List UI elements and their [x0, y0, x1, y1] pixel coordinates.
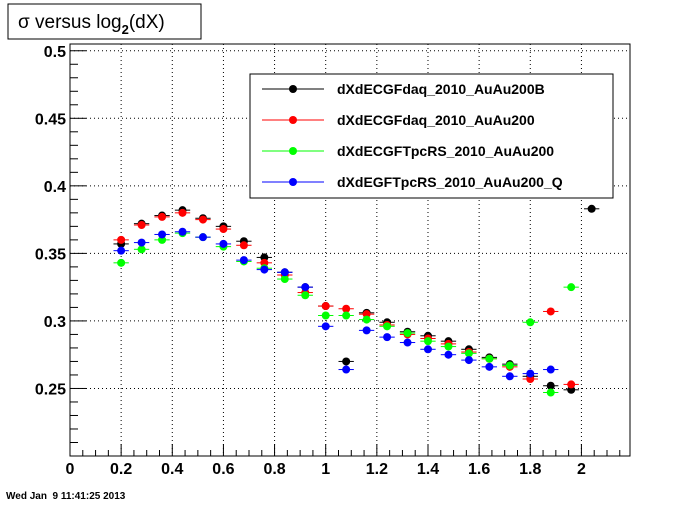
legend-marker	[289, 85, 297, 93]
data-point	[280, 275, 289, 284]
data-point	[117, 258, 126, 267]
data-point	[117, 235, 126, 244]
data-point	[567, 283, 576, 292]
x-tick-label: 1	[321, 461, 330, 478]
series-layer	[113, 204, 600, 397]
data-point	[117, 246, 126, 255]
data-point	[423, 345, 432, 354]
data-point	[362, 326, 371, 335]
legend-entry-3: dXdEGFTpcRS_2010_AuAu200_Q	[262, 174, 563, 190]
data-point	[587, 204, 596, 213]
data-point	[403, 338, 412, 347]
x-tick-label: 0.6	[212, 461, 234, 478]
x-tick-label: 1.4	[417, 461, 439, 478]
x-tick-label: 0.4	[161, 461, 183, 478]
legend-entry-2: dXdECGFTpcRS_2010_AuAu200	[262, 143, 554, 159]
axes: 0 0.2 0.4 0.6 0.8 1 1.2 1.4 1.6 1.8 2 0.25 0.3 0.35 0.…	[35, 44, 621, 478]
x-tick-label: 1.8	[519, 461, 541, 478]
x-tick-label: 2	[577, 461, 586, 478]
data-point	[342, 365, 351, 374]
legend-label: dXdECGFTpcRS_2010_AuAu200	[337, 143, 554, 159]
data-point	[178, 227, 187, 236]
title-box: σ versus log2(dX)	[7, 3, 202, 40]
data-point	[444, 350, 453, 359]
data-point	[342, 304, 351, 313]
data-point	[321, 302, 330, 311]
data-point	[464, 349, 473, 358]
data-point	[342, 311, 351, 320]
data-point	[198, 233, 207, 242]
legend-entry-1: dXdECGFdaq_2010_AuAu200	[262, 112, 535, 128]
y-tick-label: 0.4	[44, 179, 66, 196]
data-point	[567, 380, 576, 389]
legend-marker	[289, 116, 297, 124]
data-point	[485, 362, 494, 371]
data-point	[546, 388, 555, 397]
data-point	[219, 225, 228, 234]
data-point	[464, 356, 473, 365]
legend-label: dXdEGFTpcRS_2010_AuAu200_Q	[337, 174, 563, 190]
x-tick-label: 1.6	[468, 461, 490, 478]
y-tick-label: 0.45	[35, 111, 66, 128]
x-tick-label: 0	[66, 461, 75, 478]
data-point	[362, 315, 371, 324]
data-point	[444, 342, 453, 351]
data-point	[321, 311, 330, 320]
legend-entry-0: dXdECGFdaq_2010_AuAu200B	[262, 81, 545, 97]
x-tick-label: 0.8	[263, 461, 285, 478]
chart-title-main: σ versus log	[18, 12, 122, 33]
legend-box	[249, 73, 614, 199]
legend-label: dXdECGFdaq_2010_AuAu200	[337, 112, 535, 128]
data-point	[178, 208, 187, 217]
data-point	[505, 372, 514, 381]
chart-title: σ versus log2(dX)	[18, 12, 165, 37]
chart-title-subscript: 2	[122, 22, 129, 37]
data-point	[137, 238, 146, 247]
data-point	[301, 291, 310, 300]
data-point	[219, 239, 228, 248]
data-point	[505, 361, 514, 370]
legend-marker	[289, 147, 297, 155]
data-point	[239, 241, 248, 250]
data-point	[321, 322, 330, 331]
y-tick-label: 0.3	[44, 314, 66, 331]
y-tick-label: 0.25	[35, 381, 66, 398]
data-point	[260, 265, 269, 274]
data-point	[546, 307, 555, 316]
data-point	[526, 369, 535, 378]
legend-marker	[289, 178, 297, 186]
legend-label: dXdECGFdaq_2010_AuAu200B	[337, 81, 545, 97]
x-tick-label: 1.2	[366, 461, 388, 478]
data-point	[383, 333, 392, 342]
data-point	[546, 381, 555, 390]
data-point	[403, 329, 412, 338]
data-point	[546, 365, 555, 374]
data-point	[383, 322, 392, 331]
footer-timestamp: Wed Jan 9 11:41:25 2013	[6, 491, 126, 502]
data-point	[137, 221, 146, 230]
data-point	[526, 318, 535, 327]
data-point	[423, 337, 432, 346]
y-tick-label: 0.5	[44, 44, 66, 61]
y-tick-label: 0.35	[35, 246, 66, 263]
data-point	[198, 215, 207, 224]
x-tick-label: 0.2	[110, 461, 132, 478]
data-point	[158, 230, 167, 239]
data-point	[239, 256, 248, 265]
data-point	[485, 354, 494, 363]
chart-title-suffix: (dX)	[129, 12, 165, 33]
data-point	[280, 268, 289, 277]
series-3	[113, 227, 559, 381]
data-point	[301, 283, 310, 292]
legend: dXdECGFdaq_2010_AuAu200B dXdECGFdaq_2010_…	[249, 73, 614, 199]
data-point	[158, 212, 167, 221]
data-point	[137, 245, 146, 254]
data-point	[342, 357, 351, 366]
